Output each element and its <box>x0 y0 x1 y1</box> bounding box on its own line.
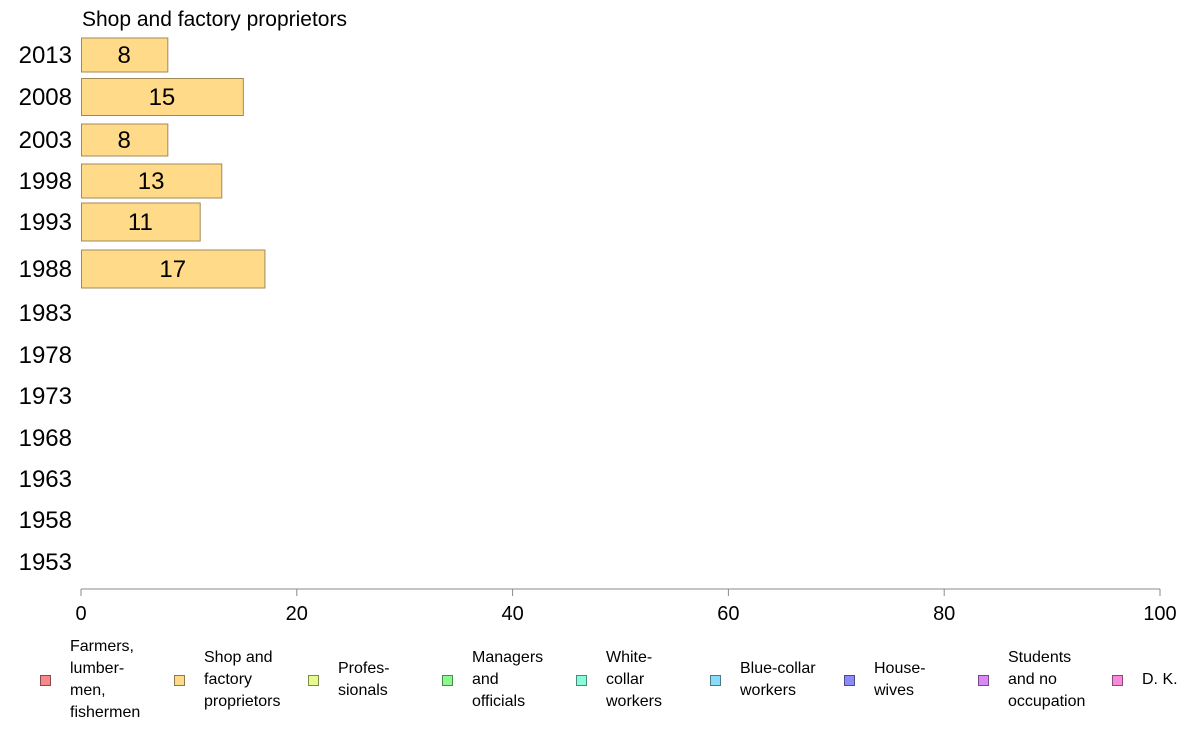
legend-label: Blue-collar workers <box>740 660 816 699</box>
x-tick-label: 100 <box>1143 603 1176 625</box>
chart-legend: Farmers, lumber- men, fishermen Shop and … <box>0 638 1188 736</box>
legend-item: Blue-collar workers <box>710 640 816 720</box>
bar <box>81 37 169 73</box>
bar-value-label: 17 <box>159 256 186 283</box>
legend-item: Shop and factory proprietors <box>174 640 280 720</box>
bar <box>81 202 201 242</box>
y-tick-label: 2013 <box>19 42 72 69</box>
chart-title: Shop and factory proprietors <box>82 8 347 31</box>
legend-item: House- wives <box>844 640 926 720</box>
y-tick-label: 2003 <box>19 127 72 154</box>
legend-label: Shop and factory proprietors <box>204 649 281 710</box>
bar <box>81 249 266 289</box>
legend-item: White- collar workers <box>576 640 662 720</box>
legend-swatch <box>308 674 319 686</box>
legend-label: Students and no occupation <box>1008 649 1086 710</box>
bar <box>81 78 244 116</box>
legend-swatch <box>844 674 855 686</box>
legend-swatch <box>442 674 453 686</box>
legend-swatch <box>40 674 51 686</box>
legend-label: D. K. <box>1142 671 1178 688</box>
bar-chart: Shop and factory proprietors 8158131117 … <box>19 8 1177 625</box>
y-tick-label: 1983 <box>19 300 72 327</box>
x-tick-label: 0 <box>75 603 86 625</box>
y-tick-label: 1978 <box>19 342 72 369</box>
bar-value-label: 11 <box>128 209 153 236</box>
legend-item: D. K. <box>1112 640 1178 720</box>
legend-swatch <box>576 674 587 686</box>
y-tick-label: 2008 <box>19 84 72 111</box>
legend-label: Profes- sionals <box>338 660 390 699</box>
legend-swatch <box>1112 674 1123 686</box>
x-tick-label: 60 <box>717 603 739 625</box>
bar <box>81 123 169 157</box>
y-tick-label: 1988 <box>19 256 72 283</box>
legend-label: Farmers, lumber- men, fishermen <box>70 638 141 721</box>
y-tick-label: 1968 <box>19 425 72 452</box>
y-tick-label: 1973 <box>19 383 72 410</box>
bar-value-label: 8 <box>117 127 130 154</box>
bar-value-label: 15 <box>149 84 176 111</box>
x-tick-label: 80 <box>933 603 955 625</box>
bar-value-label: 13 <box>138 168 165 195</box>
y-tick-label: 1963 <box>19 466 72 493</box>
legend-swatch <box>174 674 185 686</box>
legend-label: Managers and officials <box>472 649 544 710</box>
legend-swatch <box>710 674 721 686</box>
legend-label: White- collar workers <box>606 649 663 710</box>
y-tick-label: 1998 <box>19 168 72 195</box>
y-tick-label: 1953 <box>19 549 72 576</box>
legend-item: Managers and officials <box>442 640 543 720</box>
x-tick-label: 20 <box>286 603 308 625</box>
legend-item: Farmers, lumber- men, fishermen <box>40 638 140 721</box>
x-tick-label: 40 <box>501 603 523 625</box>
bar-value-label: 8 <box>117 42 130 69</box>
y-tick-label: 1958 <box>19 507 72 534</box>
y-tick-label: 1993 <box>19 209 72 236</box>
legend-swatch <box>978 674 989 686</box>
legend-item: Students and no occupation <box>978 640 1085 720</box>
legend-item: Profes- sionals <box>308 640 390 720</box>
bar <box>81 163 223 199</box>
legend-label: House- wives <box>874 660 926 699</box>
